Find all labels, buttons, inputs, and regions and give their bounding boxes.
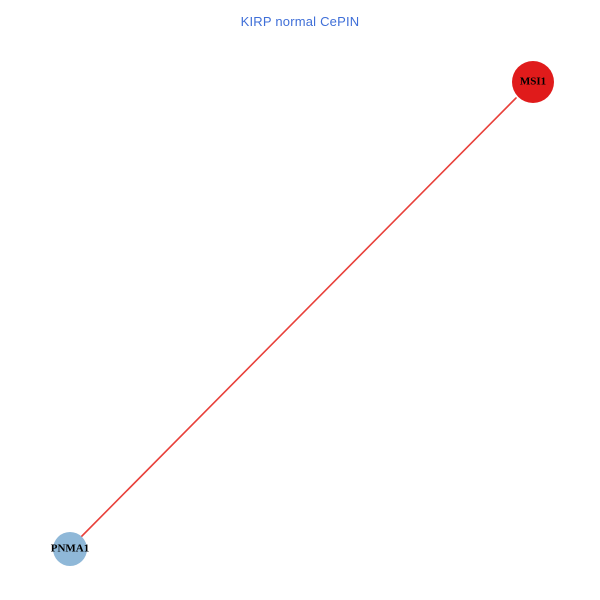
graph-node-pnma1[interactable]: PNMA1: [50, 532, 90, 566]
graph-edge: [77, 97, 517, 541]
page-title: KIRP normal CePIN: [240, 14, 360, 29]
graph-node-label: MSI1: [519, 75, 547, 88]
graph-node-msi1[interactable]: MSI1: [512, 61, 554, 103]
graph-node-label: PNMA1: [50, 542, 90, 555]
